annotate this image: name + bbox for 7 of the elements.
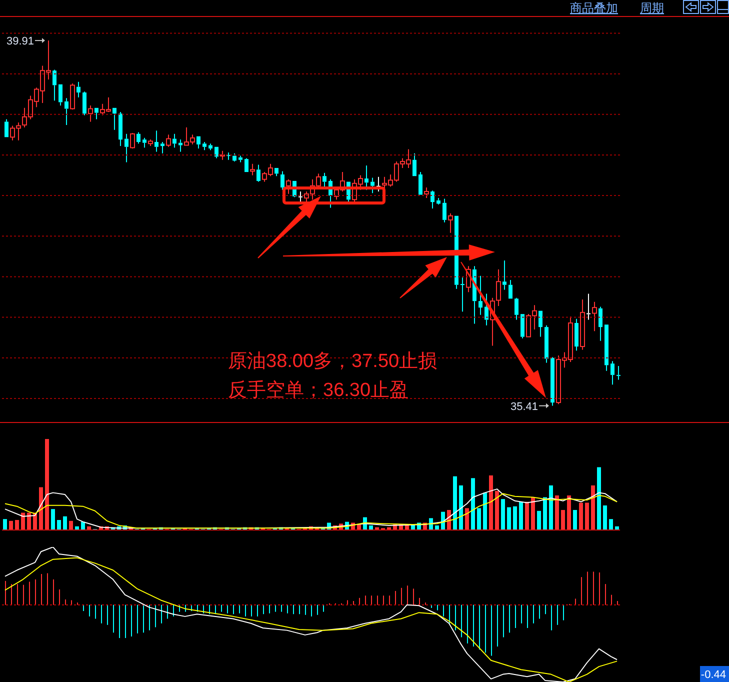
annotation: 原油38.00多，37.50止损 [228,351,438,372]
annotation: 39.91 [6,36,34,48]
text: -0.44 [700,669,726,681]
annotation: 35.41 [510,400,538,413]
text: 周期 [640,1,664,15]
annotation: 反手空单；36.30止盈 [228,379,409,401]
text: 商品叠加 [570,1,618,15]
